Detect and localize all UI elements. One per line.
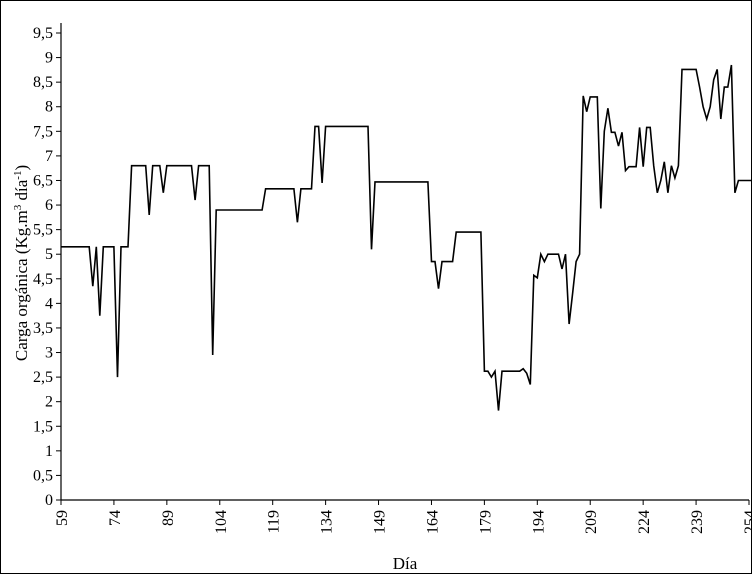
x-tick-label: 104 <box>213 510 230 534</box>
y-tick-label: 5 <box>45 246 53 263</box>
y-tick-label: 0,5 <box>33 467 53 484</box>
x-tick-label: 254 <box>742 510 752 534</box>
series-group <box>61 65 752 411</box>
y-tick-label: 4,5 <box>33 271 53 288</box>
y-axis-title: Carga orgánica (Kg.m3 día-1) <box>12 165 31 361</box>
y-tick-label: 4 <box>45 295 53 312</box>
y-axis-title-end: ) <box>12 165 31 171</box>
y-axis-ticks: 0 0,5 1 1,5 2 2,5 3 3,5 4 4,5 5 5,5 6 6,5 7 7,5 8 8,5 9 9,5 <box>33 25 61 509</box>
x-tick-label: 194 <box>530 510 547 534</box>
y-tick-label: 2 <box>45 394 53 411</box>
x-tick-label: 74 <box>107 510 124 526</box>
x-tick-label: 149 <box>372 510 389 534</box>
y-tick-label: 0 <box>45 492 53 509</box>
y-tick-label: 3,5 <box>33 320 53 337</box>
y-tick-label: 5,5 <box>33 222 53 239</box>
x-tick-label: 179 <box>477 510 494 534</box>
series-line <box>61 65 752 411</box>
y-axis-title-base: Carga orgánica (Kg.m <box>12 210 31 361</box>
y-tick-label: 9 <box>45 50 53 67</box>
axes <box>61 23 749 500</box>
x-tick-label: 59 <box>54 510 71 526</box>
y-axis-title-exp2: -1 <box>12 171 24 180</box>
y-tick-label: 8,5 <box>33 74 53 91</box>
y-tick-label: 3 <box>45 345 53 362</box>
y-tick-label: 8 <box>45 99 53 116</box>
y-tick-label: 9,5 <box>33 25 53 42</box>
x-tick-label: 89 <box>160 510 177 526</box>
y-tick-label: 6,5 <box>33 172 53 189</box>
y-tick-label: 1 <box>45 443 53 460</box>
y-tick-label: 7 <box>45 148 53 165</box>
y-axis-title-mid: día <box>12 179 31 204</box>
x-tick-label: 164 <box>424 510 441 534</box>
x-tick-label: 239 <box>689 510 706 534</box>
y-tick-label: 7,5 <box>33 123 53 140</box>
y-tick-label: 1,5 <box>33 418 53 435</box>
x-tick-label: 134 <box>319 510 336 534</box>
x-tick-label: 209 <box>583 510 600 534</box>
x-axis-ticks: 59 74 89 104 119 134 149 164 179 194 209 224 239 254 <box>54 500 752 534</box>
x-tick-label: 119 <box>266 510 283 533</box>
x-tick-label: 224 <box>636 510 653 534</box>
x-axis-title: Día <box>393 554 418 573</box>
y-tick-label: 6 <box>45 197 53 214</box>
y-tick-label: 2,5 <box>33 369 53 386</box>
